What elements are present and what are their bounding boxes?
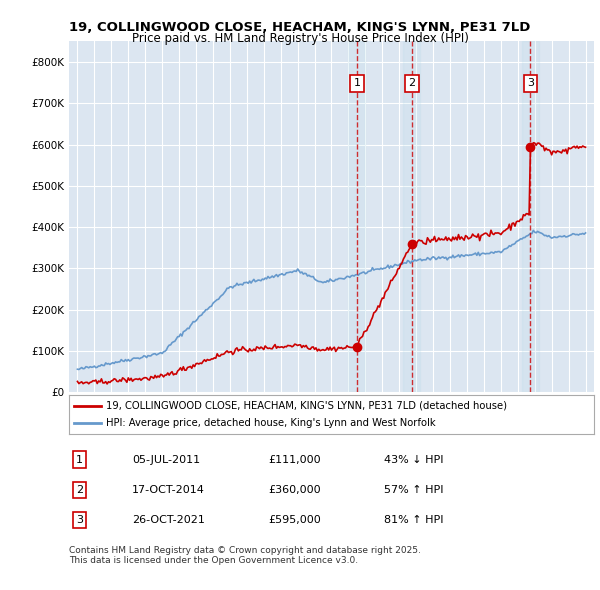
Text: 26-OCT-2021: 26-OCT-2021	[132, 515, 205, 525]
Text: 05-JUL-2011: 05-JUL-2011	[132, 455, 200, 465]
Text: 1: 1	[76, 455, 83, 465]
Text: 43% ↓ HPI: 43% ↓ HPI	[384, 455, 443, 465]
Text: 19, COLLINGWOOD CLOSE, HEACHAM, KING'S LYNN, PE31 7LD: 19, COLLINGWOOD CLOSE, HEACHAM, KING'S L…	[70, 21, 530, 34]
Text: £595,000: £595,000	[269, 515, 321, 525]
Text: 3: 3	[527, 78, 534, 88]
Text: Price paid vs. HM Land Registry's House Price Index (HPI): Price paid vs. HM Land Registry's House …	[131, 32, 469, 45]
Text: 19, COLLINGWOOD CLOSE, HEACHAM, KING'S LYNN, PE31 7LD (detached house): 19, COLLINGWOOD CLOSE, HEACHAM, KING'S L…	[106, 401, 507, 411]
Text: £111,000: £111,000	[269, 455, 321, 465]
Text: Contains HM Land Registry data © Crown copyright and database right 2025.
This d: Contains HM Land Registry data © Crown c…	[69, 546, 421, 565]
Text: HPI: Average price, detached house, King's Lynn and West Norfolk: HPI: Average price, detached house, King…	[106, 418, 436, 428]
Bar	[349, 41, 365, 392]
Text: 57% ↑ HPI: 57% ↑ HPI	[384, 485, 443, 495]
Text: 17-OCT-2014: 17-OCT-2014	[132, 485, 205, 495]
Bar	[522, 41, 539, 392]
Bar	[403, 41, 421, 392]
Text: £360,000: £360,000	[269, 485, 321, 495]
Text: 2: 2	[409, 78, 416, 88]
Text: 2: 2	[76, 485, 83, 495]
Text: 81% ↑ HPI: 81% ↑ HPI	[384, 515, 443, 525]
Text: 1: 1	[353, 78, 361, 88]
Text: 3: 3	[76, 515, 83, 525]
